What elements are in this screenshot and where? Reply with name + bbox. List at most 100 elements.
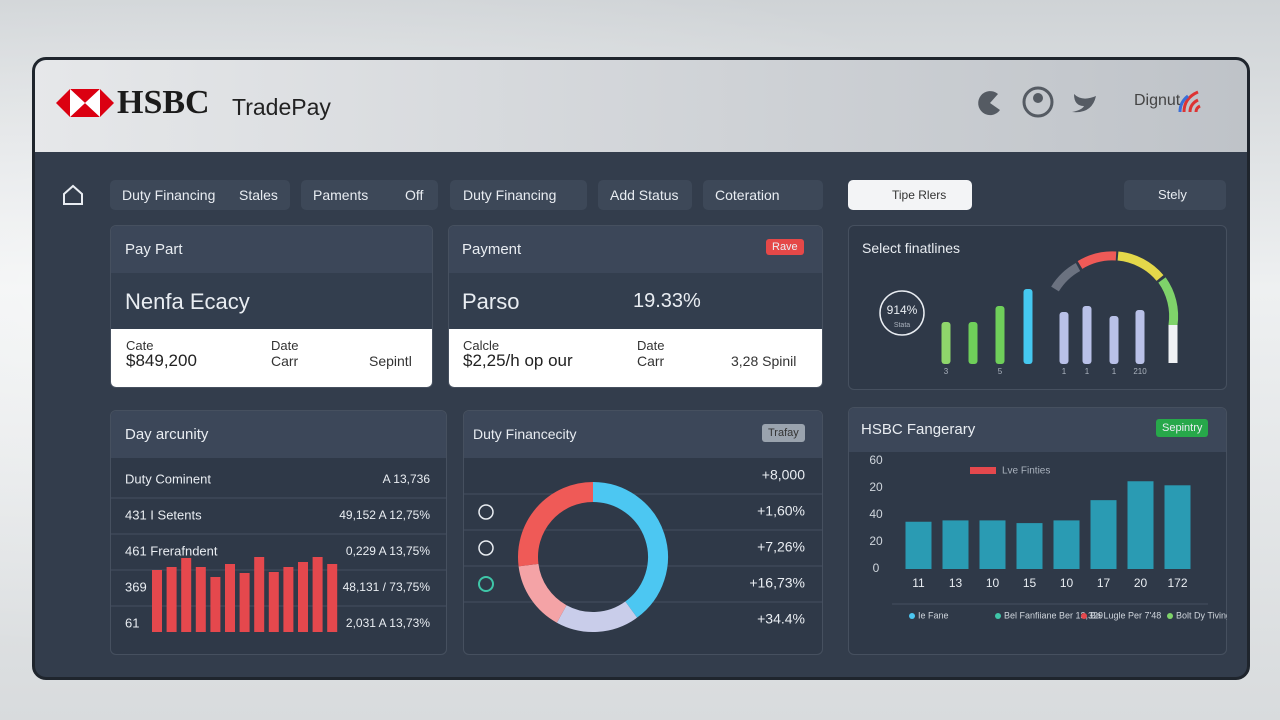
field-value: $2,25/h op our [463, 351, 573, 370]
panel-title: Day arcunity [125, 426, 209, 443]
search-text[interactable]: Tipe Rlers [892, 188, 947, 202]
brand: HSBC [117, 84, 210, 121]
y-tick-label: 20 [869, 480, 883, 494]
x-tick-label: 20 [1134, 576, 1148, 590]
legend-item: Ie Fane [918, 610, 949, 620]
bar [1016, 523, 1043, 569]
badge: Sepintry [1156, 419, 1209, 437]
search[interactable]: Tipe Rlers [848, 180, 972, 210]
bar [1164, 485, 1191, 569]
icon-label[interactable]: Dignut [1134, 92, 1181, 109]
legend-dot [995, 613, 1001, 619]
x-tick-label: 10 [1060, 576, 1074, 590]
card-headline: Nenfa Ecacy [125, 289, 250, 314]
bar [283, 567, 294, 632]
bar [905, 521, 932, 569]
select-chart: Select finatlines 914% Stata 3 5 1 1 1 210 [862, 240, 1179, 376]
donut-segment [592, 482, 668, 618]
bar [166, 567, 177, 632]
bar [239, 573, 250, 632]
panel-title: HSBC Fangerary [861, 421, 976, 438]
y-tick-label: 40 [869, 507, 883, 521]
tab[interactable]: Duty Financing [450, 180, 587, 210]
user-menu[interactable]: Stely [1124, 180, 1226, 210]
tab-label[interactable]: Add Status [610, 187, 679, 203]
bar [941, 322, 951, 364]
field-label: Date [637, 338, 665, 353]
x-tick-label: 17 [1097, 576, 1111, 590]
tab[interactable]: Stales [239, 187, 278, 203]
row-label: Duty Cominent [125, 471, 211, 486]
donut-segment [518, 482, 594, 567]
bar [254, 557, 265, 632]
bar [312, 557, 323, 632]
gauge-value: 914% [887, 303, 918, 317]
y-tick-label: 60 [869, 453, 883, 467]
row-value: 49,152 A 12,75% [339, 508, 430, 522]
user-name[interactable]: Stely [1158, 187, 1187, 202]
donut-segment [556, 601, 638, 632]
bar [1059, 312, 1069, 364]
x-tick-label: 172 [1167, 576, 1187, 590]
row-value: +7,26% [757, 539, 805, 555]
x-tick-label: 10 [986, 576, 1000, 590]
tab[interactable]: Add Status [598, 180, 692, 210]
bar [1127, 481, 1154, 569]
tab[interactable]: Coteration [703, 180, 823, 210]
note: Sepintl [369, 353, 412, 369]
product: TradePay [232, 94, 331, 120]
bar [298, 562, 308, 632]
bar [1023, 289, 1033, 364]
field-label: Calcle [463, 338, 500, 353]
tab-group[interactable]: Paments Off [301, 180, 438, 210]
bar [268, 572, 279, 632]
row-value: +8,000 [762, 467, 805, 483]
card [110, 225, 433, 388]
fangerary-chart: 0 20 40 20 60 Lve Finties 11 13 10 15 10 17 20 172 Ie … [869, 453, 1227, 620]
x-tick-label: 3 [944, 367, 949, 376]
table-panel [110, 410, 447, 655]
x-tick-label: 210 [1133, 367, 1147, 376]
logo-mark [56, 89, 114, 117]
tab[interactable]: Duty Financing [122, 187, 216, 203]
gauge-label: Stata [894, 322, 910, 329]
row-label: 431 I Setents [125, 507, 202, 522]
field-label: Date [271, 338, 299, 353]
row-value: 48,131 / 73,75% [343, 580, 431, 594]
bar [1135, 310, 1145, 364]
note: 3,28 Spinil [731, 353, 797, 369]
tab[interactable]: Paments [313, 187, 369, 203]
rate: 19.33% [633, 290, 701, 312]
row-value: +34.4% [757, 611, 805, 627]
tab[interactable]: Off [405, 187, 424, 203]
bar [995, 306, 1005, 364]
legend-item: Bel Fanfiiane Ber 13,329 [1004, 610, 1103, 620]
home-icon[interactable] [62, 184, 84, 206]
row-value: 2,031 A 13,73% [346, 616, 430, 630]
badge: Rave [766, 239, 804, 255]
x-tick-label: 15 [1023, 576, 1037, 590]
donut-segment [518, 563, 567, 623]
bar [152, 570, 162, 632]
legend-swatch [970, 467, 996, 474]
tab-group[interactable]: Duty Financing Stales [110, 180, 290, 210]
row-label: 369 [125, 579, 147, 594]
header-icons[interactable] [968, 84, 1218, 122]
header [35, 60, 1247, 152]
bar [210, 577, 221, 632]
tab-label[interactable]: Duty Financing [463, 187, 557, 203]
bar [968, 322, 978, 364]
tab-label[interactable]: Coteration [715, 187, 780, 203]
bar [327, 564, 338, 632]
bar [195, 567, 206, 632]
panel-title: Duty Financecity [473, 426, 577, 442]
field-value: Carr [637, 353, 665, 369]
bar [1082, 306, 1092, 364]
x-tick-label: 5 [998, 367, 1003, 376]
card [448, 225, 823, 388]
bar [225, 564, 235, 632]
bar [181, 558, 192, 632]
legend-dot [909, 613, 915, 619]
field-value: Carr [271, 353, 299, 369]
legend-label: Lve Finties [1002, 466, 1050, 477]
